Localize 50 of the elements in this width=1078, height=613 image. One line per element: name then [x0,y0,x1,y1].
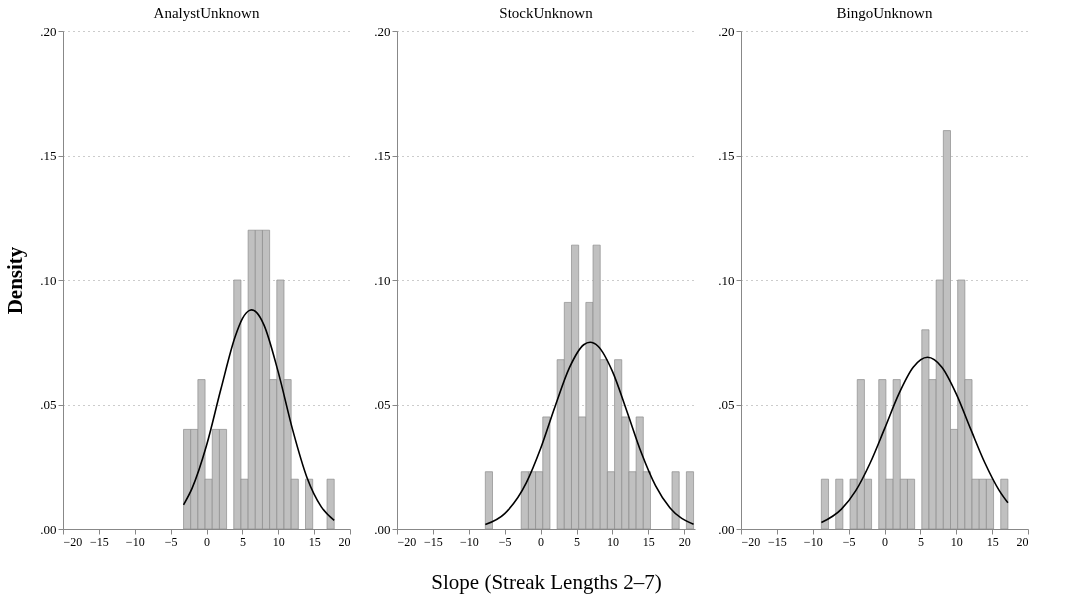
y-axis-title: Density [3,246,28,315]
x-tick-label: 20 [678,534,691,549]
y-tick-label: .00 [40,521,57,537]
chart-title: BingoUnknown [836,5,933,21]
y-tick-label: .10 [40,272,57,288]
y-tick-label: .15 [40,148,57,163]
y-tick-label: .05 [40,397,57,412]
x-tick-label: −15 [89,534,109,549]
x-tick-label: −15 [424,534,443,549]
x-tick-label: 5 [239,534,246,549]
y-tick-label: .15 [374,148,391,163]
x-tick-label: 5 [574,534,581,549]
x-axis-title: Slope (Streak Lengths 2–7) [431,569,662,594]
x-tick-label: 10 [606,534,619,549]
x-tick-label: −10 [803,534,823,549]
x-tick-label: 20 [338,534,351,549]
x-tick-label: 15 [642,534,655,549]
x-tick-label: 0 [204,534,210,549]
y-tick-label: .05 [718,397,735,412]
x-tick-label: 0 [538,534,545,549]
x-tick-label: −5 [842,534,856,549]
y-tick-label: .00 [374,521,391,537]
line-series [820,356,1009,524]
y-tick-label: .20 [40,23,57,39]
line-series [484,341,695,526]
y-tick-label: .20 [718,23,735,39]
y-tick-label: .00 [718,521,735,537]
x-tick-label: 5 [917,534,924,549]
x-tick-label: −20 [397,534,417,549]
line-series [182,309,336,522]
y-tick-label: .20 [374,23,391,39]
y-tick-label: .05 [374,397,391,412]
x-tick-label: 10 [950,534,963,549]
x-tick-label: −10 [125,534,145,549]
y-tick-label: .10 [374,272,391,288]
x-tick-label: 0 [882,534,888,549]
x-tick-label: −20 [63,534,83,549]
x-tick-label: 20 [1016,534,1029,549]
x-tick-label: 15 [308,534,321,549]
x-tick-label: −10 [459,534,479,549]
x-tick-label: −15 [767,534,787,549]
x-tick-label: −5 [164,534,178,549]
chart-title: AnalystUnknown [153,5,260,21]
x-tick-label: −5 [498,534,512,549]
y-tick-label: .10 [718,272,735,288]
x-tick-label: 15 [986,534,999,549]
chart-title: StockUnknown [499,5,594,21]
x-tick-label: 10 [272,534,285,549]
x-tick-label: −20 [741,534,761,549]
y-tick-label: .15 [718,148,735,163]
